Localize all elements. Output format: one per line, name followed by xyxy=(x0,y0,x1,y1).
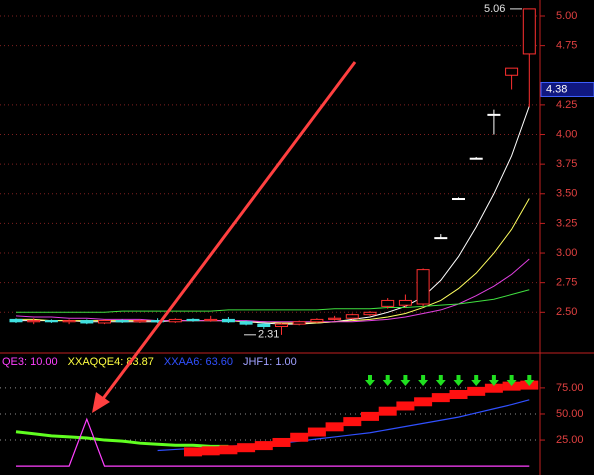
step-bar xyxy=(378,406,397,416)
legend-entry: QE3: 10.00 xyxy=(2,356,58,368)
candle-body xyxy=(168,318,182,323)
low-note: 2.31 xyxy=(258,329,279,341)
candle-body xyxy=(186,318,200,322)
y-tick-label: 2.75 xyxy=(556,277,577,289)
last-price-label: 4.38 xyxy=(546,83,567,95)
trend-line xyxy=(15,430,229,448)
step-bar xyxy=(361,411,379,421)
candle-body xyxy=(434,237,448,240)
step-bar xyxy=(396,401,415,411)
candle-body xyxy=(98,320,111,324)
candle-body xyxy=(27,320,41,323)
step-bar xyxy=(237,443,256,453)
step-bar xyxy=(219,445,238,455)
moving-average xyxy=(15,258,530,323)
step-bar xyxy=(502,381,521,391)
signal-arrow xyxy=(471,375,482,386)
candle-body xyxy=(292,321,306,325)
annotation-arrowhead xyxy=(92,392,110,413)
candle-body xyxy=(398,299,412,306)
signal-arrow xyxy=(524,375,535,386)
step-bar xyxy=(467,386,486,396)
candle-body xyxy=(151,320,165,323)
candle-body xyxy=(345,314,359,319)
y-tick-label: 4.25 xyxy=(556,99,577,111)
candle-body xyxy=(133,320,147,323)
legend-entry: JHF1: 1.00 xyxy=(243,356,297,368)
candle-body xyxy=(275,323,288,328)
candle-body xyxy=(221,318,235,323)
annotation-arrow xyxy=(100,61,357,401)
moving-average xyxy=(16,289,530,313)
qe3-line xyxy=(16,417,530,467)
signal-arrow xyxy=(400,375,411,386)
price-panel: 2.50 2.75 3.00 3.25 3.50 3.75 4.00 4.25 4.75 5.00… xyxy=(0,3,594,341)
legend-entry: XXAA6: 63.60 xyxy=(164,356,233,368)
y-tick-label: 25.00 xyxy=(556,434,584,446)
y-tick-label: 3.25 xyxy=(556,217,577,229)
step-bar xyxy=(325,422,344,432)
candle-body xyxy=(62,320,76,323)
y-tick-label: 2.50 xyxy=(556,306,577,318)
y-tick-label: 3.75 xyxy=(556,158,577,170)
candle-body xyxy=(80,320,94,324)
y-tick-label: 4.00 xyxy=(556,128,577,140)
candle-body xyxy=(469,157,483,160)
step-bar xyxy=(414,397,433,407)
candle-body xyxy=(204,318,218,322)
step-bar xyxy=(272,437,291,447)
signal-arrow xyxy=(418,375,429,386)
candle-body xyxy=(115,320,129,323)
last-price-box xyxy=(540,81,594,97)
signal-arrow xyxy=(365,375,375,386)
candle-body xyxy=(363,311,377,316)
high-note: 5.06 xyxy=(484,3,505,15)
signal-arrow xyxy=(506,375,517,386)
candle-body xyxy=(328,317,342,320)
candle-body xyxy=(239,321,253,325)
y-tick-label: 75.00 xyxy=(556,382,584,394)
candle-body xyxy=(452,198,465,201)
step-bar xyxy=(254,441,273,451)
candle-body xyxy=(257,323,271,328)
step-bar xyxy=(184,447,202,457)
indicator-panel: 25.00 50.00 75.00 QE3: 10.00 XXAQQE4: 83.87 X… xyxy=(0,356,584,467)
signal-arrow xyxy=(382,375,393,386)
y-tick-label: 4.75 xyxy=(556,40,577,52)
candle-body xyxy=(522,8,536,55)
step-bar xyxy=(290,432,309,442)
step-bar xyxy=(431,393,450,403)
legend-entry: XXAQQE4: 83.87 xyxy=(68,356,154,368)
signal-arrow xyxy=(453,375,464,386)
moving-average xyxy=(16,105,530,325)
step-bar xyxy=(449,389,468,399)
candle-body xyxy=(44,320,58,323)
candle-body xyxy=(310,318,324,323)
signal-arrow xyxy=(435,375,446,386)
y-tick-label: 3.50 xyxy=(556,188,577,200)
step-bar xyxy=(201,446,220,456)
step-bar xyxy=(307,427,326,437)
candle-body xyxy=(416,269,430,305)
candle-body xyxy=(381,299,395,307)
candle-body xyxy=(9,318,23,323)
candle-body xyxy=(505,67,519,76)
y-tick-label: 5.00 xyxy=(556,10,577,22)
step-bar xyxy=(343,417,362,427)
candle-body xyxy=(487,113,501,116)
y-tick-label: 50.00 xyxy=(556,408,584,420)
signal-arrow xyxy=(488,375,499,386)
step-bar xyxy=(484,383,503,393)
y-tick-label: 3.00 xyxy=(556,247,577,259)
